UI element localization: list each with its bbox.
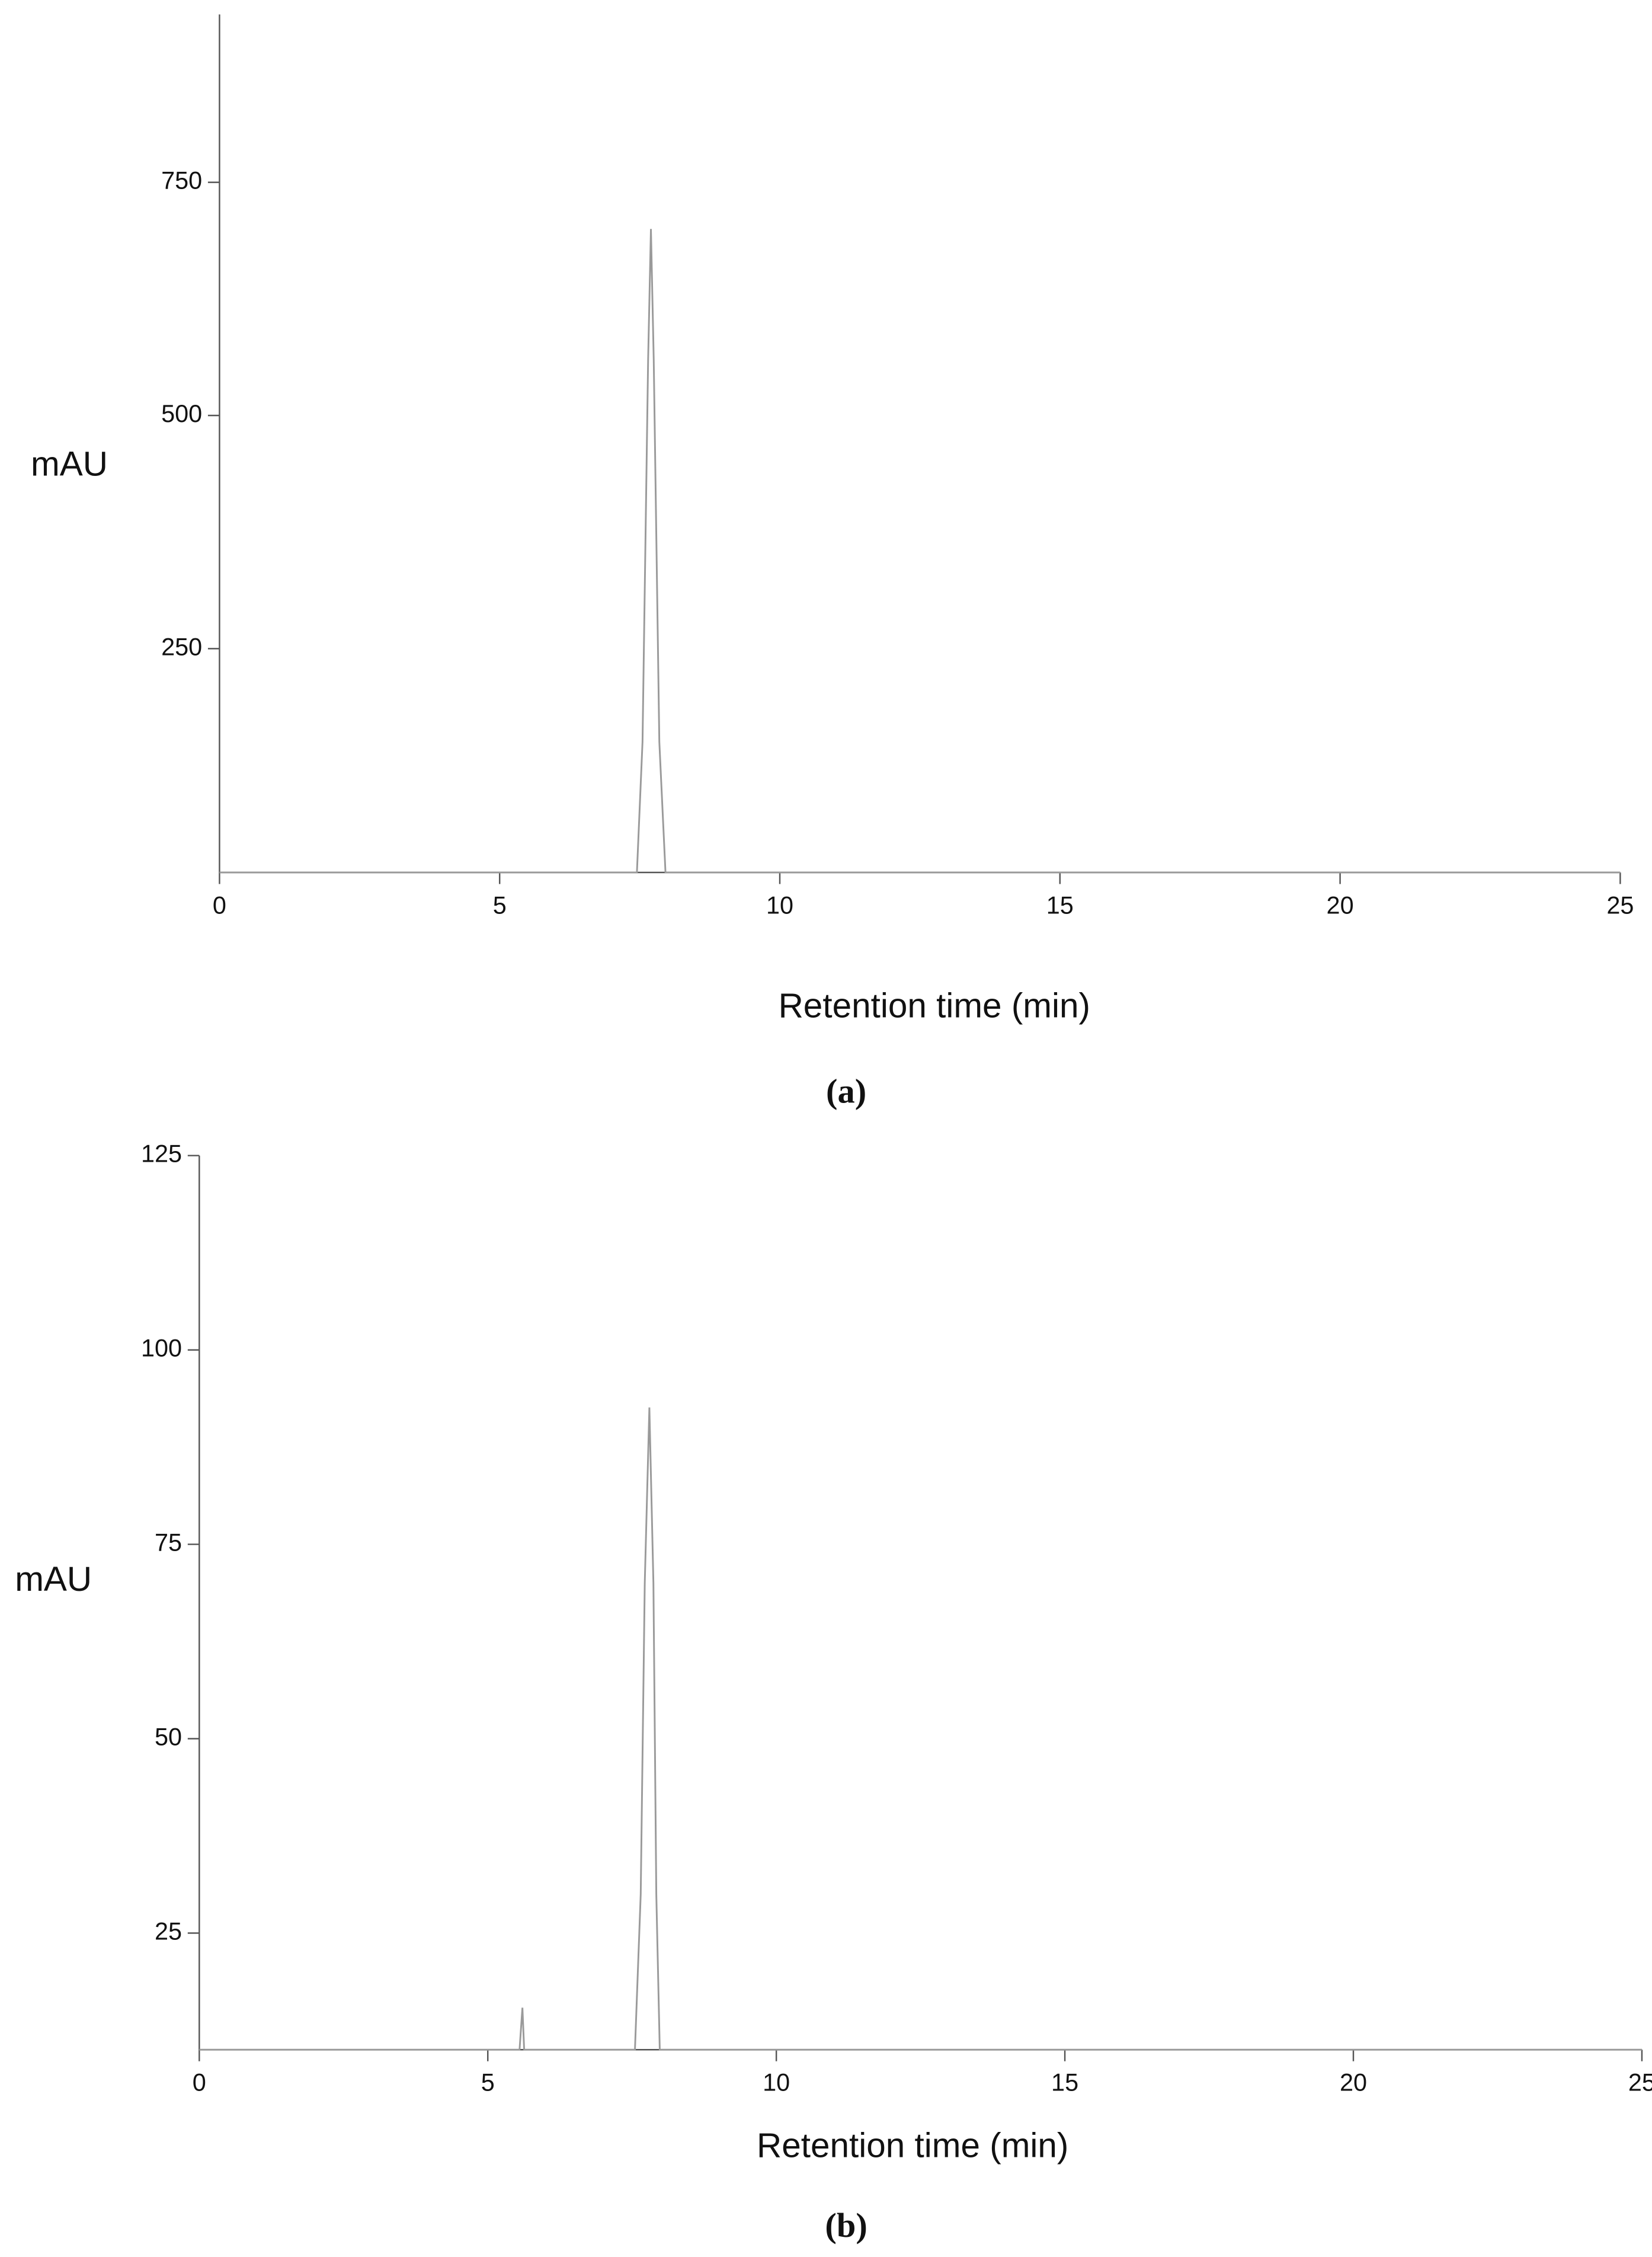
x-tick-label: 10 (763, 2069, 790, 2096)
x-tick-label: 10 (766, 891, 793, 919)
chromatogram-line (199, 1407, 1642, 2051)
y-tick-label: 25 (155, 1917, 182, 1945)
x-tick-label: 5 (481, 2069, 495, 2096)
y-tick-label: 50 (155, 1722, 182, 1750)
x-axis-label: Retention time (min) (757, 2126, 1068, 2165)
y-tick-label: 75 (155, 1529, 182, 1556)
x-axis-label: Retention time (min) (779, 987, 1090, 1025)
y-tick-label: 100 (141, 1334, 182, 1362)
x-tick-label: 15 (1046, 891, 1074, 919)
y-tick-label: 250 (161, 632, 202, 660)
y-axis-label: mAU (31, 445, 108, 484)
y-axis-label: mAU (15, 1560, 92, 1599)
x-tick-label: 20 (1327, 891, 1354, 919)
x-tick-label: 25 (1628, 2069, 1652, 2096)
x-tick-label: 0 (213, 891, 226, 919)
y-tick-label: 125 (141, 1140, 182, 1168)
y-tick-label: 500 (161, 399, 202, 427)
y-tick-label: 750 (161, 167, 202, 194)
caption: (a) (826, 1072, 866, 1111)
caption: (b) (825, 2206, 867, 2245)
chromatogram-line (219, 229, 1621, 874)
x-tick-label: 15 (1051, 2069, 1078, 2096)
x-tick-label: 20 (1340, 2069, 1367, 2096)
x-tick-label: 5 (493, 891, 507, 919)
x-tick-label: 0 (193, 2069, 206, 2096)
x-tick-label: 25 (1606, 891, 1634, 919)
